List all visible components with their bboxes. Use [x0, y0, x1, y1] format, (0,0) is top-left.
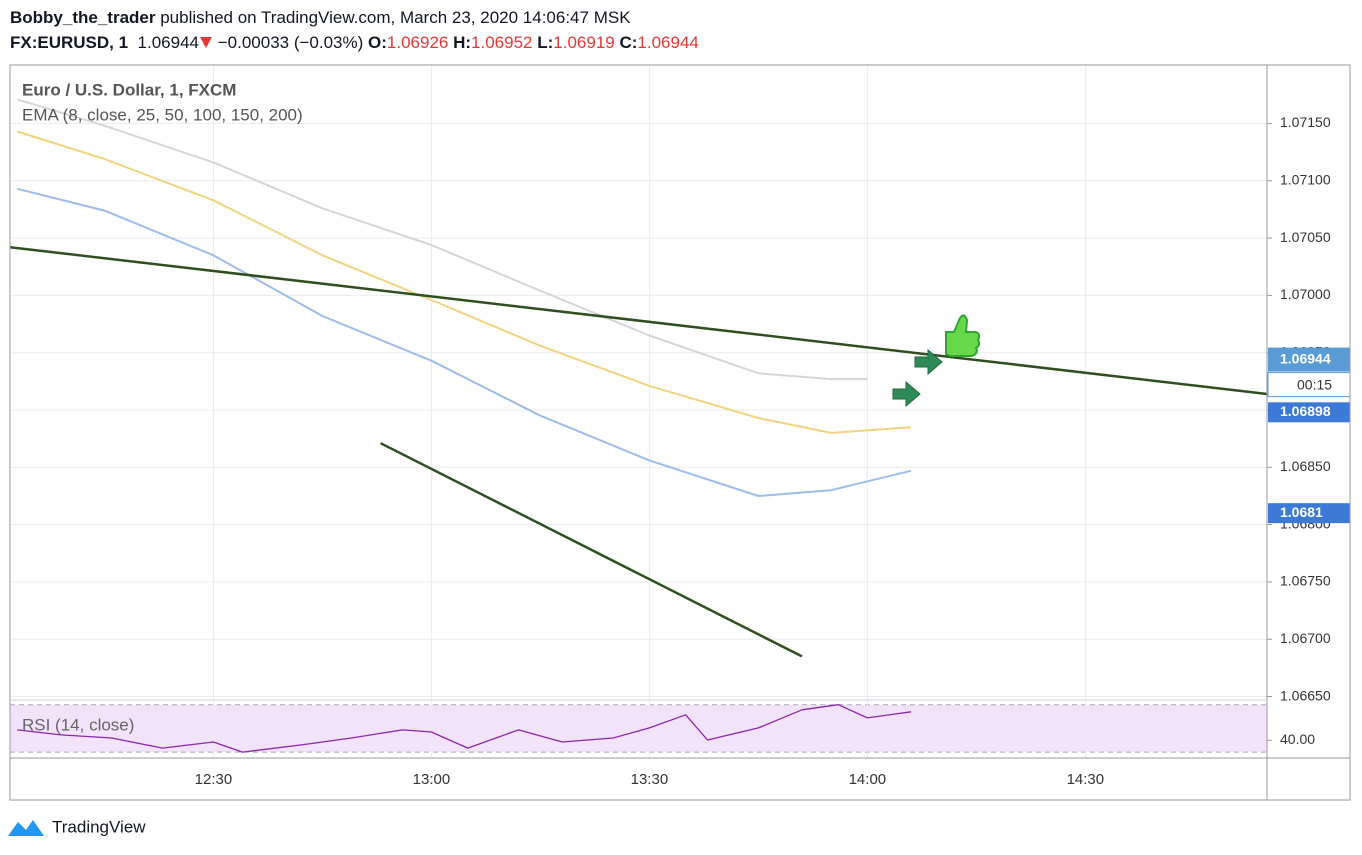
y-tick-label: 1.07000 [1280, 286, 1331, 302]
countdown: 00:15 [1297, 376, 1332, 392]
background [10, 65, 1267, 758]
publish-line: Bobby_the_trader published on TradingVie… [10, 8, 631, 28]
change: −0.00033 (−0.03%) [217, 33, 364, 52]
price-label: 1.0681 [1280, 504, 1323, 520]
price-label: 1.06898 [1280, 403, 1331, 419]
plot [9, 98, 1268, 753]
y-tick-label: 1.07050 [1280, 229, 1331, 245]
ema-legend: EMA (8, close, 25, 50, 100, 150, 200) [22, 105, 303, 124]
down-arrow [199, 37, 212, 48]
last-price-bg [1268, 347, 1350, 372]
thumbs-up-icon [945, 314, 981, 357]
l-label: L: [537, 33, 554, 52]
countdown-bg [1267, 372, 1351, 398]
symbol-legend: Euro / U.S. Dollar, 1, FXCM [22, 80, 236, 99]
quote-line: FX:EURUSD, 1 1.06944 −0.00033 (−0.03%) O… [10, 33, 699, 53]
close-value: 1.06944 [637, 33, 699, 52]
rsi-band [10, 704, 1267, 753]
y-tick-label: 1.06700 [1280, 630, 1331, 646]
tradingview-logo [8, 820, 44, 836]
published: published on TradingView.com, March 23, … [160, 8, 631, 27]
o-label: O: [368, 33, 387, 52]
last-price-label: 1.06944 [1280, 350, 1331, 366]
h-label: H: [453, 33, 472, 52]
arrow-icon [914, 348, 943, 376]
open-value: 1.06926 [386, 33, 449, 52]
trend-line [9, 245, 1268, 396]
frame [9, 64, 1351, 801]
y-tick-label: 1.07150 [1280, 114, 1331, 130]
price-label-bg [1268, 503, 1350, 524]
ema-line [17, 187, 912, 497]
x-tick-label: 14:30 [1067, 771, 1105, 788]
y-tick-label: 1.06750 [1280, 573, 1331, 589]
x-tick-label: 14:00 [849, 771, 887, 788]
rsi-legend: RSI (14, close) [22, 715, 134, 734]
ema-line [16, 130, 912, 434]
brand: TradingView [52, 817, 146, 836]
rsi-line [17, 704, 912, 753]
x-tick-label: 13:30 [631, 771, 669, 788]
axes: 12:30 13:00 13:30 14:00 14:30 1.07150 1.07100 1… [195, 114, 1351, 788]
author: Bobby_the_trader [10, 8, 156, 27]
last-price: 1.06944 [137, 33, 199, 52]
arrow-icon [892, 380, 921, 408]
x-tick-label: 12:30 [195, 771, 233, 788]
symbol: FX:EURUSD, 1 [10, 33, 129, 52]
y-tick-label: 1.07100 [1280, 171, 1331, 187]
rsi-tick-label: 40.00 [1280, 731, 1315, 747]
price-label-bg [1268, 402, 1350, 423]
y-tick-label: 1.06650 [1280, 687, 1331, 703]
x-tick-label: 13:00 [413, 771, 451, 788]
y-tick-label: 1.06850 [1280, 458, 1331, 474]
high-value: 1.06952 [471, 33, 533, 52]
ema-line [17, 98, 868, 381]
c-label: C: [619, 33, 638, 52]
trend-line [380, 442, 803, 658]
low-value: 1.06919 [553, 33, 615, 52]
